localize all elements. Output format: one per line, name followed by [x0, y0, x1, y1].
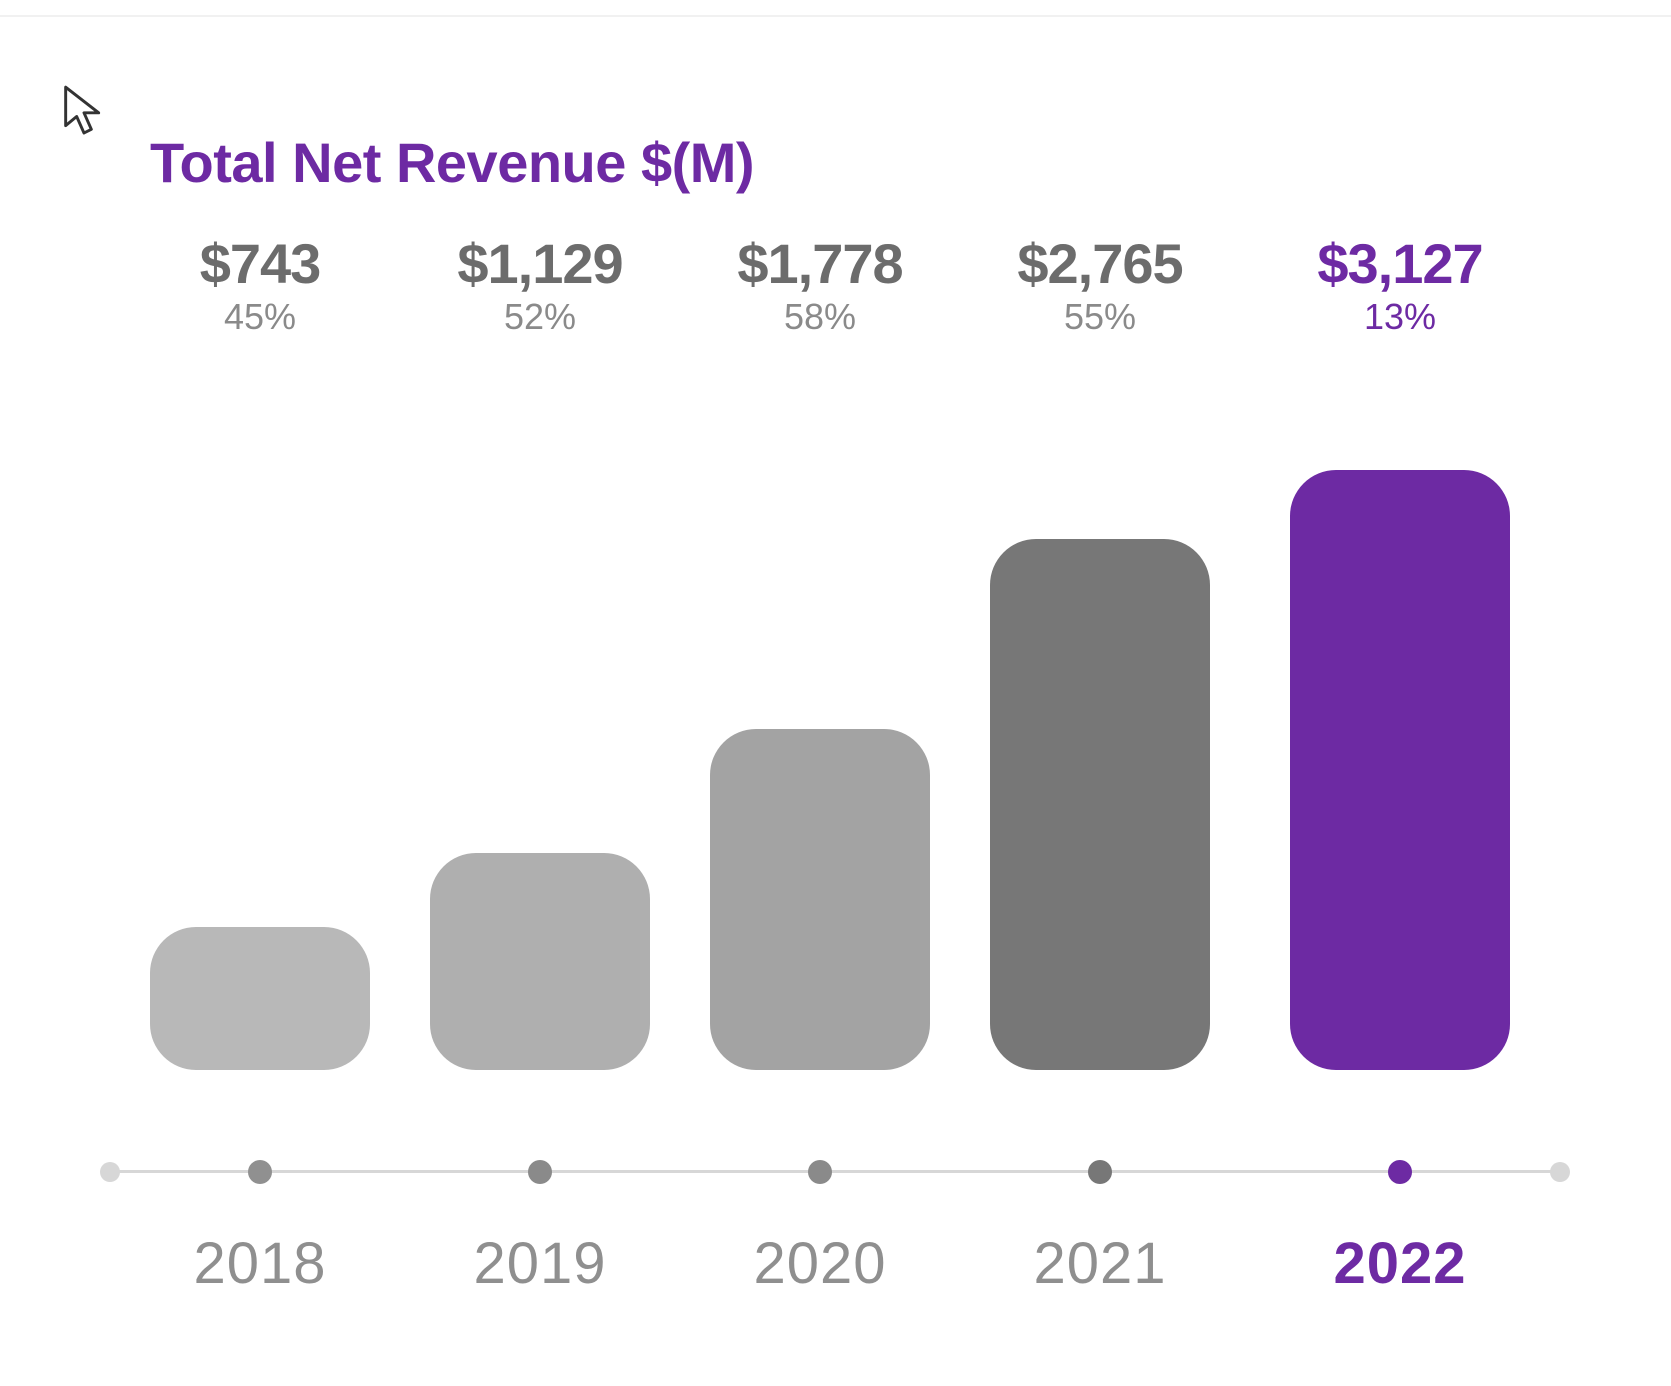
axis-end-dot-left	[100, 1162, 120, 1182]
revenue-value: $1,129	[457, 235, 622, 294]
year-label-2019: 2019	[473, 1230, 606, 1297]
revenue-value: $3,127	[1317, 235, 1482, 294]
year-label-2018: 2018	[193, 1230, 326, 1297]
axis-line	[110, 1170, 1560, 1173]
growth-percent: 55%	[1017, 296, 1182, 338]
value-label-2021: $2,76555%	[1017, 235, 1182, 338]
axis-dot-2018	[248, 1160, 272, 1184]
axis-end-dot-right	[1550, 1162, 1570, 1182]
bar-2021	[990, 539, 1210, 1070]
growth-percent: 52%	[457, 296, 622, 338]
bar-2020	[710, 729, 930, 1070]
value-label-2020: $1,77858%	[737, 235, 902, 338]
year-label-2022: 2022	[1333, 1230, 1466, 1297]
year-label-2021: 2021	[1033, 1230, 1166, 1297]
axis-dot-2020	[808, 1160, 832, 1184]
axis-dot-2022	[1388, 1160, 1412, 1184]
growth-percent: 13%	[1317, 296, 1482, 338]
revenue-value: $743	[200, 235, 321, 294]
growth-percent: 45%	[200, 296, 321, 338]
year-label-2020: 2020	[753, 1230, 886, 1297]
bar-2018	[150, 927, 370, 1070]
bar-2019	[430, 853, 650, 1070]
top-divider	[0, 15, 1671, 17]
value-label-2022: $3,12713%	[1317, 235, 1482, 338]
revenue-value: $1,778	[737, 235, 902, 294]
axis-dot-2019	[528, 1160, 552, 1184]
value-labels-row: $74345% $1,12952% $1,77858% $2,76555% $3,127…	[0, 235, 1671, 385]
axis-dot-2021	[1088, 1160, 1112, 1184]
value-label-2018: $74345%	[200, 235, 321, 338]
growth-percent: 58%	[737, 296, 902, 338]
revenue-value: $2,765	[1017, 235, 1182, 294]
bar-2022	[1290, 470, 1510, 1070]
chart-title: Total Net Revenue $(M)	[150, 130, 754, 195]
bars-area	[0, 470, 1671, 1070]
cursor-icon	[62, 85, 106, 137]
value-label-2019: $1,12952%	[457, 235, 622, 338]
